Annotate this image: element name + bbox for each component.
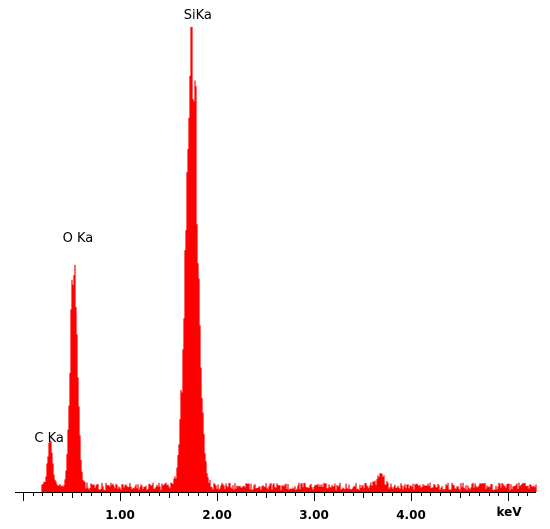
peak-label: C Ka: [34, 431, 63, 446]
x-tick-label: 2.00: [202, 508, 232, 522]
spectrum-area-layer: [41, 27, 537, 492]
peak-label: SiKa: [184, 8, 212, 23]
x-axis-unit-label: keV: [496, 505, 522, 519]
peak-labels: C Ka O Ka SiKa: [34, 8, 211, 446]
x-tick-label: 4.00: [396, 508, 426, 522]
x-tick-label: 1.00: [105, 508, 135, 522]
x-tick-label: 3.00: [299, 508, 329, 522]
peak-label: O Ka: [63, 231, 94, 246]
spectrum-counts: [41, 27, 537, 492]
x-axis-ticks: 1.00 2.00 3.00 4.00: [23, 493, 528, 522]
